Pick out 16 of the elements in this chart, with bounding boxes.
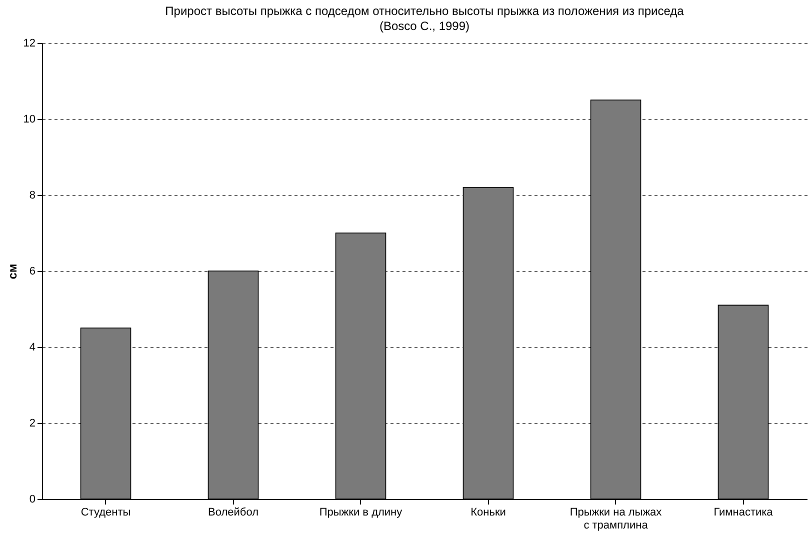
y-axis-title: см [5,264,20,280]
y-tick-label: 8 [29,190,36,202]
x-tick-label: Студенты [80,506,131,518]
y-tick-label: 0 [29,494,36,506]
y-tick-label: 2 [29,418,36,430]
y-tick-label: 6 [29,266,36,278]
x-tick-label: Волейбол [208,506,258,518]
x-tick-label: Прыжки на лыжах с трамплина [570,506,662,532]
x-tick-label: Прыжки в длину [319,506,403,518]
y-tick-label: 12 [23,38,36,50]
x-tick-label: Коньки [470,506,506,518]
chart-subtitle: (Bosco C., 1999) [379,19,470,33]
y-tick-label: 4 [29,342,36,354]
chart-title: Прирост высоты прыжка с подседом относительно высоты прыжка из положения из приседа [165,4,684,18]
x-tick-label: Гимнастика [714,506,774,518]
y-tick-label: 10 [23,114,36,126]
